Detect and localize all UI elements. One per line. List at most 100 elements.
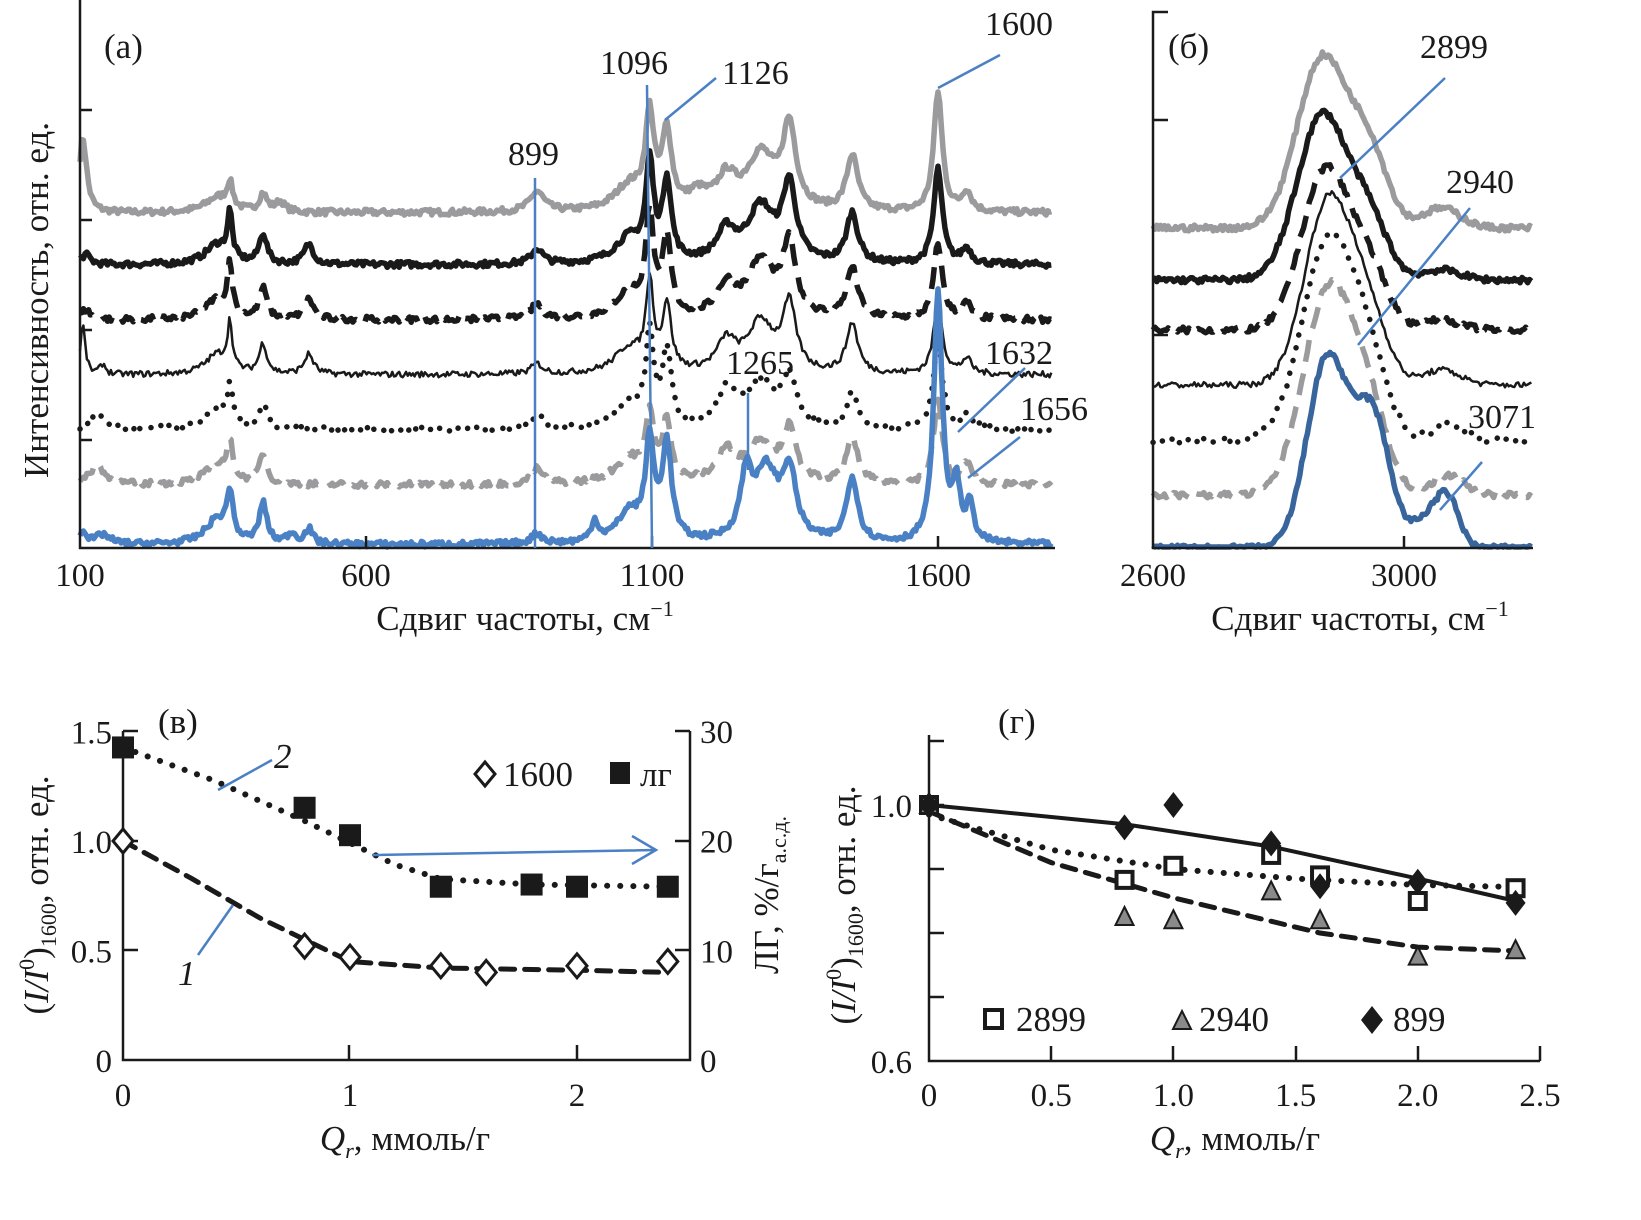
data-point-filled-diamond	[1114, 814, 1135, 841]
spectrum-b-0	[1150, 49, 1533, 234]
curve-label-1: 1	[178, 954, 196, 993]
data-point-open-diamond	[111, 826, 135, 856]
x-tick-label: 0	[921, 1078, 938, 1114]
spectrum-a-6	[77, 286, 1054, 550]
annotation-line-3071	[1439, 461, 1483, 511]
fit-line-2899	[926, 811, 1519, 890]
panel-a-spectra	[77, 89, 1055, 550]
data-point-gray-triangle	[1407, 944, 1429, 966]
x-tick-label: 600	[341, 558, 391, 594]
panel-a-x-label: Сдвиг частоты, см−1	[376, 596, 673, 638]
annotation-3071: 3071	[1468, 399, 1536, 436]
annotation-1656: 1656	[1020, 391, 1088, 428]
panel-d-label: (г)	[998, 702, 1036, 741]
annotation-899: 899	[508, 136, 559, 173]
spectrum-a-2	[78, 201, 1053, 326]
panel-b-spectra	[1150, 49, 1535, 550]
spectrum-b-2	[1150, 162, 1533, 336]
panel-b-label: (б)	[1168, 27, 1209, 66]
x-tick-label: 2600	[1120, 558, 1186, 594]
panel-a-y-label: Интенсивность, отн. ед.	[17, 122, 56, 478]
spectrum-b-3	[1153, 190, 1532, 390]
data-point-open-square	[1407, 891, 1428, 911]
y-tick-label-left: 0	[96, 1044, 113, 1080]
data-point-open-diamond	[338, 942, 362, 972]
legend-marker-gray-triangle	[1171, 1008, 1193, 1030]
data-point-filled-square	[112, 736, 134, 759]
data-point-filled-square	[293, 796, 316, 819]
panel-a-x-ticks: 100 600 1100 1600	[55, 558, 971, 594]
x-tick-label: 2.0	[1397, 1078, 1438, 1114]
panel-d-ticks: 0 0.5 1.0 1.5 2.0 2.5 0.6 1.0	[871, 789, 1561, 1114]
data-point-open-diamond	[474, 958, 499, 987]
annotation-1126: 1126	[722, 55, 789, 92]
y-tick-label-left: 1.5	[71, 716, 112, 752]
spectrum-a-1	[78, 148, 1053, 271]
x-tick-label: 1600	[905, 558, 971, 594]
data-point-filled-diamond	[1407, 868, 1428, 895]
legend-entry-2940: 2940	[1199, 1000, 1269, 1039]
annotation-1632: 1632	[985, 335, 1053, 372]
annotation-line-1126	[664, 77, 717, 121]
annotation-2899: 2899	[1420, 29, 1488, 66]
data-point-open-diamond	[655, 947, 680, 976]
x-tick-label: 0.5	[1031, 1078, 1072, 1114]
curve-label-line-1	[196, 904, 235, 956]
data-point-gray-triangle	[1113, 904, 1136, 926]
x-tick-label: 0	[115, 1078, 132, 1114]
y-tick-label-left: 0.5	[71, 935, 112, 971]
panel-c-label: (в)	[158, 702, 198, 741]
x-tick-label: 1.0	[1153, 1078, 1194, 1114]
spectrum-b-1	[1152, 107, 1534, 286]
legend-marker-open-diamond	[473, 759, 497, 789]
panel-c-y-label-right: ЛГ, %/га.с.д.	[747, 816, 791, 974]
annotation-1600: 1600	[985, 6, 1053, 43]
fit-line-2940	[926, 808, 1519, 954]
data-point-filled-diamond	[1505, 889, 1526, 916]
panel-c-y-label-left: (I/I0)1600, отн. ед.	[14, 775, 61, 1014]
data-point-open-diamond	[292, 931, 317, 961]
fit-line-1600	[120, 838, 671, 975]
panel-c-plot	[111, 736, 680, 987]
spectrum-a-0	[77, 89, 1053, 218]
spectrum-a-3	[78, 272, 1053, 379]
data-point-filled-diamond	[1261, 830, 1282, 857]
x-tick-label: 100	[55, 558, 105, 594]
spectrum-a-5	[77, 396, 1054, 490]
panel-a: 100 600 1100 1600 (a) 899 1096 1126 1600 12…	[17, 0, 1088, 638]
fit-line-лг	[120, 744, 671, 890]
x-tick-label: 2	[569, 1078, 586, 1114]
panel-b-x-label: Сдвиг частоты, см−1	[1211, 596, 1508, 638]
panel-a-annotations: 899 1096 1126 1600 1265 1632 1656	[508, 6, 1088, 549]
panel-d-legend: 2899 2940 899	[983, 1000, 1446, 1039]
data-point-filled-diamond	[1310, 873, 1331, 900]
x-tick-label: 1.5	[1275, 1078, 1316, 1114]
data-point-filled-square	[656, 875, 679, 898]
x-tick-label: 3000	[1371, 558, 1437, 594]
data-point-open-diamond	[565, 951, 589, 981]
legend-marker-filled-diamond	[1361, 1006, 1383, 1034]
data-point-filled-square	[429, 875, 452, 898]
right-axis-arrow	[371, 834, 659, 866]
panel-c-x-label: Qr, ммоль/г	[320, 1119, 490, 1163]
spectrum-b-5	[1150, 276, 1534, 501]
y-tick-label-right: 10	[700, 934, 733, 970]
panel-d-plot	[918, 792, 1527, 966]
legend-entry-2899: 2899	[1016, 1000, 1086, 1039]
panel-d: 0 0.5 1.0 1.5 2.0 2.5 0.6 1.0 (г) 2899 2940 899…	[821, 702, 1561, 1163]
data-point-filled-diamond	[1163, 792, 1184, 818]
data-point-gray-triangle	[1504, 938, 1527, 960]
annotation-2940: 2940	[1446, 164, 1514, 201]
x-tick-label: 2.5	[1519, 1078, 1560, 1114]
legend-marker-filled-square	[610, 762, 630, 784]
panel-b-annotations: 2899 2940 3071	[1339, 29, 1536, 511]
annotation-line-1600	[937, 53, 1001, 90]
panel-d-y-label: (I/I0)1600, отн. ед.	[821, 785, 868, 1024]
data-point-filled-square	[339, 824, 361, 847]
x-tick-label: 1100	[620, 558, 685, 594]
annotation-line-1632	[957, 367, 1026, 433]
legend-entry-lg: лг	[640, 755, 672, 794]
spectrum-a-4	[77, 318, 1055, 436]
